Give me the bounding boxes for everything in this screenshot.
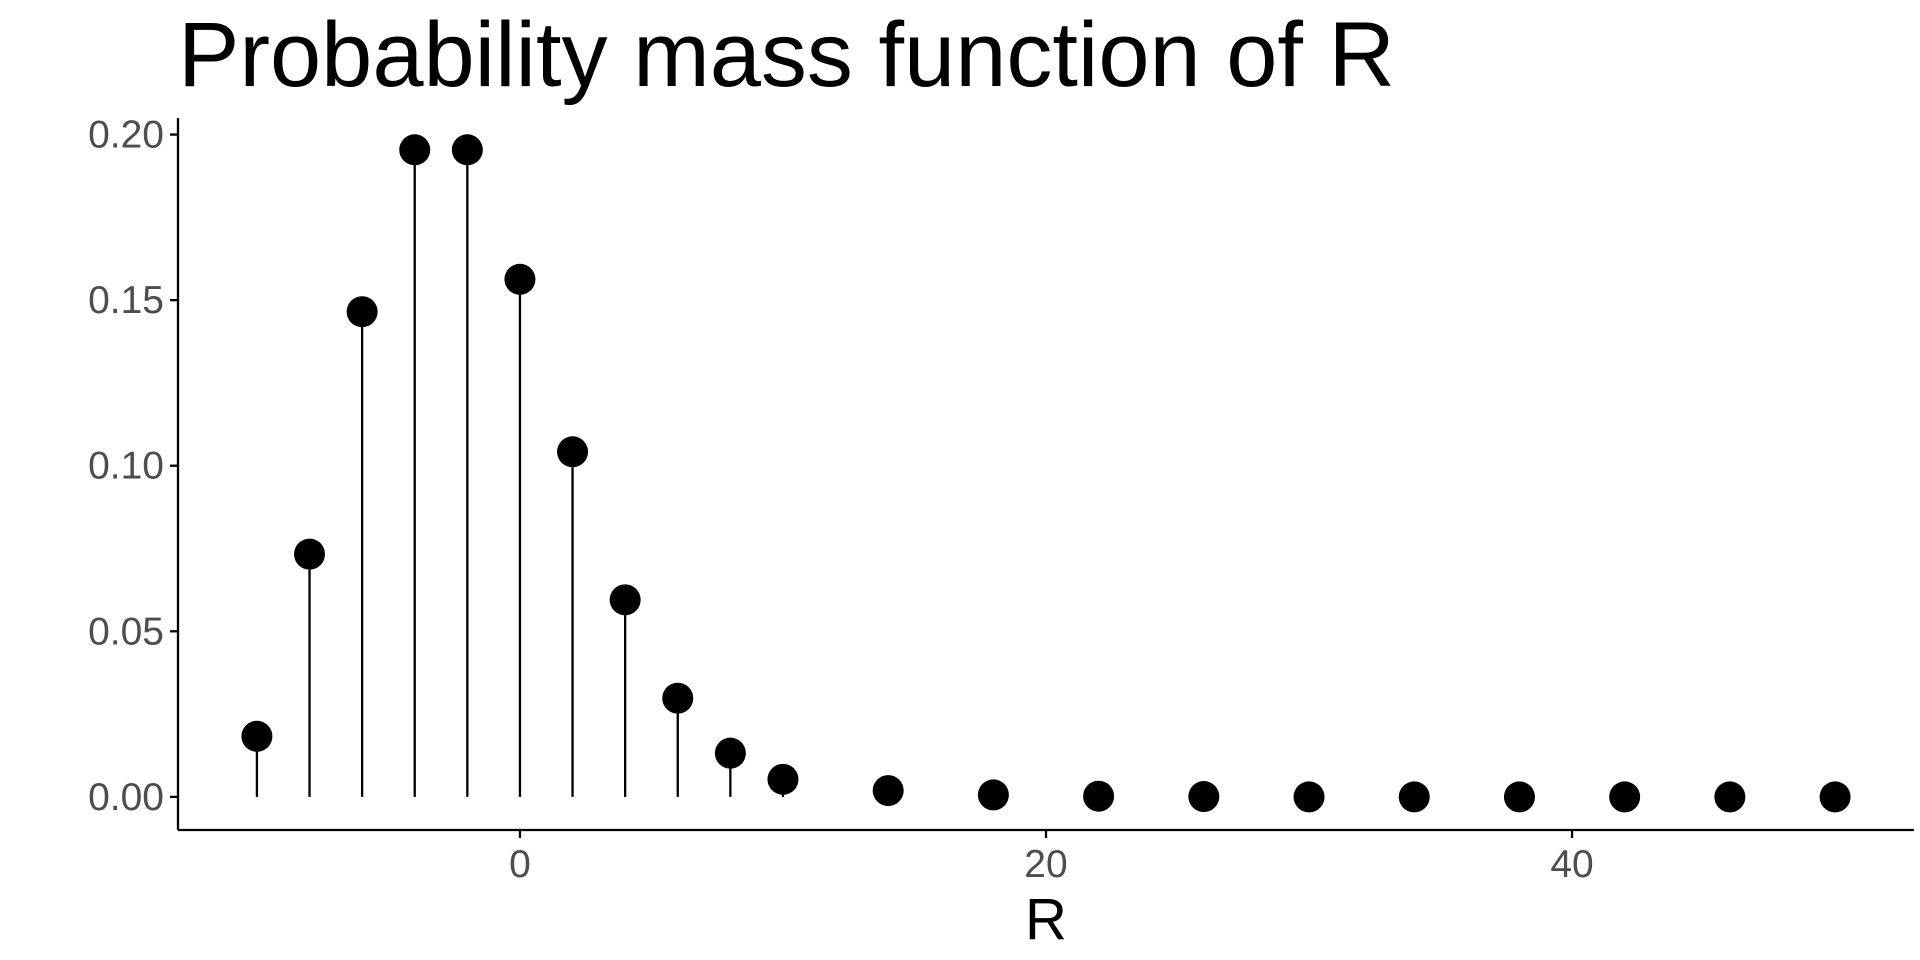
axes-layer: 0.00 0.05 0.10 0.15 0.20 0 20 40 xyxy=(88,114,1914,886)
data-point xyxy=(1188,781,1220,813)
data-point xyxy=(1609,781,1641,813)
data-point xyxy=(714,737,746,769)
data-point xyxy=(1083,780,1115,812)
data-point xyxy=(1398,781,1430,813)
data-point xyxy=(451,134,483,166)
y-tick-label: 0.15 xyxy=(88,279,164,322)
data-point xyxy=(767,763,799,795)
data-point xyxy=(241,720,273,752)
data-point xyxy=(1714,781,1746,813)
x-tick-label: 0 xyxy=(509,843,531,886)
y-tick-label: 0.20 xyxy=(88,114,164,157)
data-point xyxy=(294,538,326,570)
x-tick-label: 20 xyxy=(1024,843,1067,886)
data-point xyxy=(399,134,431,166)
data-point xyxy=(557,436,589,468)
y-tick-label: 0.05 xyxy=(88,610,164,653)
y-tick-label: 0.10 xyxy=(88,445,164,488)
points-layer xyxy=(241,134,1851,813)
data-point xyxy=(346,296,378,328)
stems-layer xyxy=(255,149,1205,797)
data-point xyxy=(609,584,641,616)
data-point xyxy=(1293,781,1325,813)
x-tick-label: 40 xyxy=(1550,843,1593,886)
chart-title: Probability mass function of R xyxy=(178,4,1395,106)
data-point xyxy=(977,779,1009,811)
data-point xyxy=(1819,781,1851,813)
data-point xyxy=(662,682,694,714)
y-tick-label: 0.00 xyxy=(88,776,164,819)
data-point xyxy=(872,775,904,807)
data-point xyxy=(1503,781,1535,813)
x-axis-title: R xyxy=(1025,887,1067,952)
data-point xyxy=(504,263,536,295)
